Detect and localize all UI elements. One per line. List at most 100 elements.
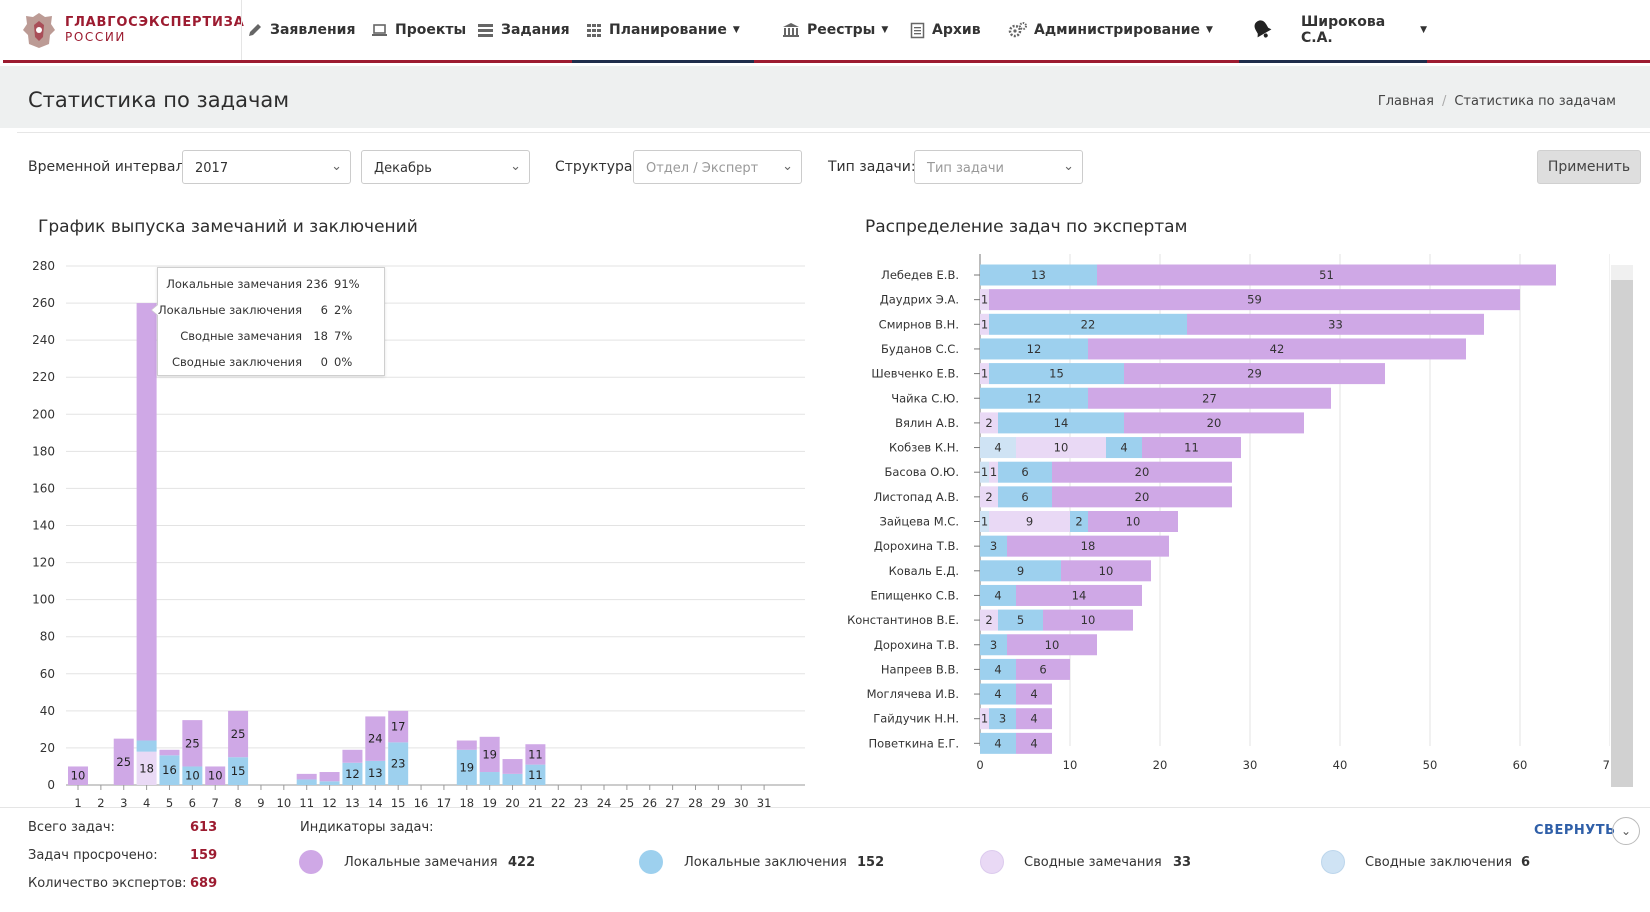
task-type-select[interactable]: Тип задачи ⌄ xyxy=(914,150,1083,184)
structure-label: Структура: xyxy=(555,159,638,175)
grid-icon xyxy=(587,23,601,37)
y-tick-label: 40 xyxy=(40,704,55,718)
bar-segment-summary-conclusions xyxy=(980,461,989,483)
y-axis-ticks: 0 20 40 60 80 100 120 140 160 180 200 220 240 260 280 xyxy=(32,259,55,792)
x-tick-label: 12 xyxy=(322,796,337,810)
nav-item-zadaniya[interactable]: Задания xyxy=(477,0,570,60)
bar-value-label: 59 xyxy=(1247,293,1262,307)
bar-segment-local-remarks xyxy=(525,744,546,765)
bar-value-label: 4 xyxy=(1030,687,1037,701)
chevron-down-icon[interactable]: ⌄ xyxy=(1612,817,1640,845)
tooltip-percent: 7% xyxy=(334,329,353,343)
local-conclusions-label: Локальные заключения xyxy=(684,855,847,870)
chart-scrollbar[interactable] xyxy=(1611,265,1633,787)
bar-segment-local-conclusions xyxy=(989,708,1016,730)
caret-down-icon: ▼ xyxy=(732,25,740,35)
bar-value-label: 20 xyxy=(1135,465,1150,479)
x-tick-label: 6 xyxy=(189,796,196,810)
apply-button[interactable]: Применить xyxy=(1537,150,1641,184)
y-tick-label: 160 xyxy=(32,481,55,495)
total-tasks-value: 613 xyxy=(190,820,218,835)
bar-value-label: 2 xyxy=(1075,515,1082,529)
bar-segment-local-conclusions xyxy=(1070,511,1088,532)
x-tick-label: 20 xyxy=(1153,758,1168,772)
chart-bars xyxy=(68,303,546,785)
x-tick-label: 26 xyxy=(642,796,657,810)
y-tick-label: 220 xyxy=(32,370,55,384)
local-conclusions-count: 152 xyxy=(857,855,885,870)
local-conclusions-swatch xyxy=(639,850,663,874)
overdue-tasks-label: Задач просрочено: xyxy=(28,848,158,863)
y-axis-expert-names: Лебедев Е.В. Даудрих Э.А. Смирнов В.Н. Буда… xyxy=(847,268,980,750)
chevron-down-icon: ⌄ xyxy=(331,159,342,174)
bar-value-label: 18 xyxy=(1081,539,1096,553)
expert-name: Даудрих Э.А. xyxy=(880,293,959,307)
bar-segment-local-remarks xyxy=(1142,437,1241,459)
y-tick-label: 100 xyxy=(32,593,55,607)
pencil-icon xyxy=(249,24,261,36)
user-menu[interactable]: Широкова С.А. ▼ xyxy=(1239,0,1427,63)
nav-item-zayavleniya[interactable]: Заявления xyxy=(247,0,355,60)
bar-value-label: 1 xyxy=(981,712,988,726)
local-remarks-count: 422 xyxy=(508,855,536,870)
collapse-link[interactable]: СВЕРНУТЬ xyxy=(1534,823,1616,838)
caret-down-icon: ▼ xyxy=(1420,25,1427,35)
scrollbar-handle[interactable] xyxy=(1611,265,1633,280)
summary-conclusions-count: 6 xyxy=(1521,855,1531,870)
breadcrumb-home[interactable]: Главная xyxy=(1377,94,1434,109)
bar-segment-local-conclusions xyxy=(228,757,249,785)
bar-segment-local-remarks xyxy=(136,303,157,741)
tooltip-value: 236 xyxy=(306,277,328,291)
logo[interactable]: ГЛАВГОСЭКСПЕРТИЗА РОССИИ xyxy=(21,10,245,50)
nav-item-reestry[interactable]: Реестры ▼ xyxy=(782,0,888,60)
expert-name: Константинов В.Е. xyxy=(847,613,959,627)
bar-segment-local-remarks xyxy=(1007,535,1169,557)
x-tick-label: 1 xyxy=(74,796,81,810)
bar-value-label: 11 xyxy=(528,747,543,761)
laptop-icon xyxy=(372,23,387,36)
structure-select[interactable]: Отдел / Эксперт ⌄ xyxy=(633,150,802,184)
tooltip-series: Сводные заключения xyxy=(171,355,302,369)
expert-name: Коваль Е.Д. xyxy=(889,564,959,578)
bar-segment-summary-remarks xyxy=(136,751,157,785)
nav-label: Проекты xyxy=(395,22,467,38)
bar-segment-local-remarks xyxy=(1088,387,1331,409)
nav-item-administrirovanie[interactable]: Администрирование ▼ xyxy=(1008,0,1213,60)
x-tick-label: 4 xyxy=(143,796,150,810)
x-tick-label: 10 xyxy=(277,796,292,810)
bar-value-label: 2 xyxy=(985,490,992,504)
bar-value-label: 9 xyxy=(1017,564,1024,578)
tooltip-row: Локальные заключения 6 2% xyxy=(158,303,386,321)
y-tick-label: 280 xyxy=(32,259,55,273)
breadcrumb-current: Статистика по задачам xyxy=(1454,94,1616,109)
local-remarks-swatch xyxy=(299,850,323,874)
bar-value-label: 25 xyxy=(231,727,246,741)
top-navbar: ГЛАВГОСЭКСПЕРТИЗА РОССИИ Заявления Проек… xyxy=(3,0,1650,63)
nav-item-planirovanie[interactable]: Планирование ▼ xyxy=(572,0,754,63)
bar-segment-local-conclusions xyxy=(980,560,1061,582)
bar-segment-local-conclusions xyxy=(998,486,1052,508)
bar-value-label: 16 xyxy=(162,763,177,777)
bar-value-label: 1 xyxy=(981,293,988,307)
bar-value-label: 25 xyxy=(185,736,200,750)
tooltip-value: 0 xyxy=(320,355,328,369)
expert-name: Басова О.Ю. xyxy=(884,465,959,479)
y-tick-label: 20 xyxy=(40,741,55,755)
bar-value-label: 18 xyxy=(139,761,154,775)
bar-segment-local-remarks xyxy=(1088,511,1178,532)
month-select[interactable]: Декабрь ⌄ xyxy=(361,150,530,184)
y-tick-label: 140 xyxy=(32,519,55,533)
x-tick-label: 9 xyxy=(257,796,264,810)
bar-value-label: 3 xyxy=(999,712,1006,726)
bar-segment-local-remarks xyxy=(388,710,409,743)
bar-segment-local-conclusions xyxy=(980,535,1007,557)
year-select[interactable]: 2017 ⌄ xyxy=(182,150,351,184)
bell-icon[interactable] xyxy=(1251,18,1273,40)
x-tick-label: 29 xyxy=(711,796,726,810)
nav-item-arhiv[interactable]: Архив xyxy=(910,0,981,60)
x-axis-ticks: 0 10 20 30 40 50 60 70 xyxy=(976,758,1610,772)
bar-value-label: 10 xyxy=(71,769,86,783)
x-tick-label: 30 xyxy=(1243,758,1258,772)
nav-item-proekty[interactable]: Проекты xyxy=(371,0,466,60)
bar-value-label: 10 xyxy=(185,769,200,783)
